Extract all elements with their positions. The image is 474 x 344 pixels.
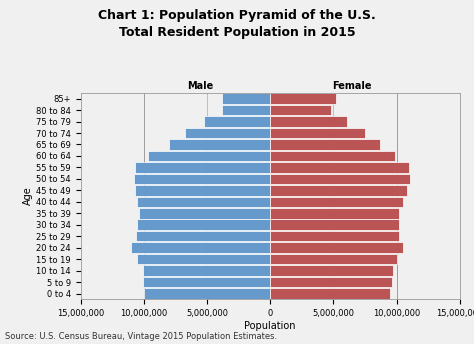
Bar (135, 162, 270, 173)
Bar (270, 151, 395, 161)
Text: Chart 1: Population Pyramid of the U.S.
Total Resident Population in 2015: Chart 1: Population Pyramid of the U.S. … (98, 9, 376, 39)
Bar (137, 219, 270, 230)
Bar (139, 208, 270, 218)
Bar (204, 116, 270, 127)
Bar (270, 105, 331, 115)
Y-axis label: Age: Age (23, 187, 33, 205)
Text: Source: U.S. Census Bureau, Vintage 2015 Population Estimates.: Source: U.S. Census Bureau, Vintage 2015… (5, 332, 277, 341)
Bar (270, 208, 399, 218)
Bar (137, 254, 270, 265)
Bar (270, 265, 393, 276)
Bar (143, 265, 270, 276)
Bar (145, 288, 270, 299)
Bar (270, 196, 403, 207)
Bar (134, 174, 270, 184)
Bar (143, 277, 270, 287)
Bar (222, 105, 270, 115)
Bar (270, 174, 410, 184)
Text: Female: Female (333, 80, 372, 90)
Bar (270, 219, 399, 230)
Bar (270, 128, 365, 138)
Bar (185, 128, 270, 138)
Bar (131, 243, 270, 253)
Bar (270, 277, 392, 287)
Bar (135, 185, 270, 196)
Bar (270, 231, 399, 241)
Bar (222, 93, 270, 104)
Bar (270, 254, 397, 265)
Bar (270, 162, 409, 173)
Bar (147, 151, 270, 161)
Bar (270, 139, 380, 150)
Bar (136, 231, 270, 241)
Text: Male: Male (188, 80, 214, 90)
Bar (270, 288, 390, 299)
Bar (270, 243, 403, 253)
Bar (270, 185, 407, 196)
X-axis label: Population: Population (245, 321, 296, 331)
Bar (137, 196, 270, 207)
Bar (270, 93, 336, 104)
Bar (270, 116, 347, 127)
Bar (169, 139, 270, 150)
